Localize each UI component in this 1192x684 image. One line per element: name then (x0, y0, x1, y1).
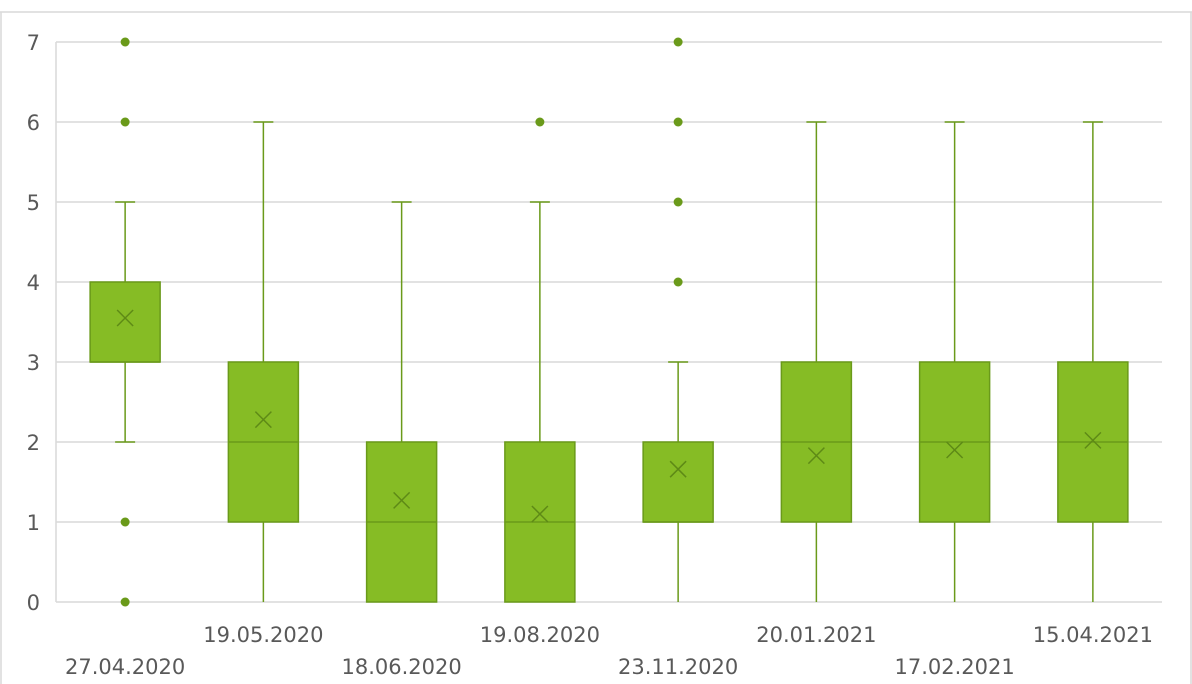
outlier-point (120, 37, 130, 47)
mean-marker (1084, 431, 1102, 449)
x-category-label: 19.05.2020 (203, 623, 323, 647)
x-category-label: 19.08.2020 (480, 623, 600, 647)
mean-marker (393, 491, 411, 509)
boxes (89, 37, 1129, 607)
y-tick-label: 5 (27, 191, 40, 215)
mean-marker (116, 309, 134, 327)
outlier-point (535, 117, 545, 127)
x-category-label: 17.02.2021 (895, 655, 1015, 679)
mean-marker (946, 441, 964, 459)
x-axis-labels: 27.04.2020 19.05.2020 18.06.2020 19.08.2020… (65, 623, 1153, 679)
box-1 (89, 37, 161, 607)
iqr-box (89, 281, 161, 363)
outlier-point (120, 597, 130, 607)
outlier-point (673, 277, 683, 287)
y-tick-label: 6 (27, 111, 40, 135)
x-category-label: 23.11.2020 (618, 655, 738, 679)
outlier-point (120, 117, 130, 127)
box-3 (365, 201, 438, 603)
mean-marker (669, 460, 687, 478)
y-tick-label: 7 (27, 31, 40, 55)
x-category-label: 20.01.2021 (756, 623, 876, 647)
box-4 (504, 117, 576, 603)
y-tick-label: 0 (27, 591, 40, 615)
y-tick-label: 2 (27, 431, 40, 455)
box-7 (918, 121, 991, 602)
mean-marker (807, 447, 825, 465)
y-tick-label: 1 (27, 511, 40, 535)
outlier-point (120, 517, 130, 527)
box-5 (642, 37, 714, 602)
x-category-label: 15.04.2021 (1033, 623, 1153, 647)
mean-marker (254, 411, 272, 429)
box-6 (780, 121, 853, 602)
y-tick-label: 4 (27, 271, 40, 295)
outlier-point (673, 197, 683, 207)
mean-marker (531, 505, 549, 523)
box-2 (227, 121, 300, 602)
box-8 (1057, 121, 1129, 602)
iqr-box (642, 441, 714, 523)
y-tick-label: 3 (27, 351, 40, 375)
x-category-label: 18.06.2020 (342, 655, 462, 679)
outlier-point (673, 117, 683, 127)
gridlines (0, 11, 1192, 684)
y-axis-ticks: 0 1 2 3 4 5 6 7 (27, 31, 40, 615)
x-category-label: 27.04.2020 (65, 655, 185, 679)
outlier-point (673, 37, 683, 47)
